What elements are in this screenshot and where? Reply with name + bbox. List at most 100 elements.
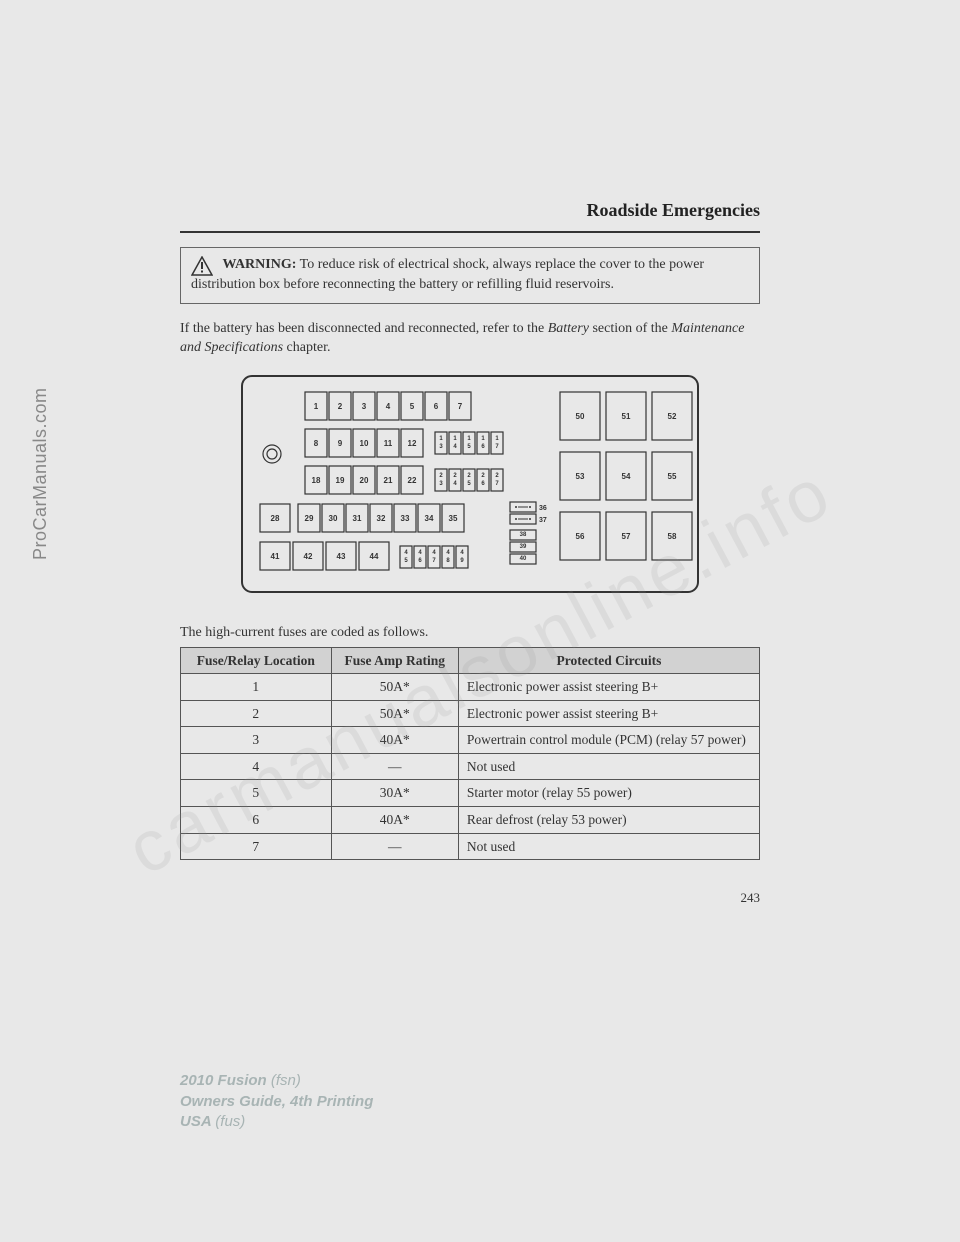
svg-text:6: 6: [481, 481, 485, 487]
svg-text:4: 4: [418, 550, 422, 556]
svg-text:58: 58: [668, 532, 677, 541]
svg-text:4: 4: [404, 550, 408, 556]
svg-text:5: 5: [467, 481, 471, 487]
svg-text:1: 1: [439, 436, 443, 442]
svg-text:8: 8: [314, 439, 319, 448]
warning-text: WARNING: To reduce risk of electrical sh…: [191, 257, 704, 292]
svg-text:41: 41: [271, 552, 280, 561]
footer-model: 2010 Fusion: [180, 1072, 271, 1089]
svg-text:12: 12: [408, 439, 417, 448]
svg-text:2: 2: [481, 473, 485, 479]
table-row: 640A*Rear defrost (relay 53 power): [181, 806, 760, 833]
svg-text:2: 2: [338, 402, 343, 411]
table-caption: The high-current fuses are coded as foll…: [180, 625, 760, 641]
svg-text:5: 5: [410, 402, 415, 411]
svg-text:29: 29: [305, 514, 314, 523]
svg-text:53: 53: [576, 472, 585, 481]
svg-text:39: 39: [520, 544, 527, 550]
svg-text:5: 5: [467, 444, 471, 450]
svg-text:4: 4: [432, 550, 436, 556]
svg-text:37: 37: [539, 517, 547, 524]
svg-text:11: 11: [384, 439, 393, 448]
svg-text:32: 32: [377, 514, 386, 523]
footer-code2: (fus): [215, 1113, 245, 1130]
svg-text:2: 2: [439, 473, 443, 479]
svg-text:2: 2: [467, 473, 471, 479]
svg-text:3: 3: [439, 481, 443, 487]
table-row: 340A*Powertrain control module (PCM) (re…: [181, 727, 760, 754]
svg-text:42: 42: [304, 552, 313, 561]
svg-text:6: 6: [418, 558, 422, 564]
fuse-diagram: 1234567 89101112 1314151617 1819202122 2…: [240, 374, 700, 599]
svg-text:56: 56: [576, 532, 585, 541]
svg-text:4: 4: [460, 550, 464, 556]
fuse-table: Fuse/Relay Location Fuse Amp Rating Prot…: [180, 647, 760, 860]
footer-guide: Owners Guide, 4th Printing: [180, 1092, 373, 1112]
table-row: 250A*Electronic power assist steering B+: [181, 700, 760, 727]
page-number: 243: [180, 890, 760, 906]
svg-text:22: 22: [408, 476, 417, 485]
svg-text:18: 18: [312, 476, 321, 485]
svg-text:1: 1: [453, 436, 457, 442]
svg-text:1: 1: [495, 436, 499, 442]
svg-text:28: 28: [271, 514, 280, 523]
svg-text:10: 10: [360, 439, 369, 448]
svg-text:1: 1: [467, 436, 471, 442]
svg-text:40: 40: [520, 556, 527, 562]
svg-text:7: 7: [432, 558, 436, 564]
side-label: ProCarManuals.com: [30, 387, 51, 560]
svg-text:7: 7: [495, 481, 499, 487]
footer-code1: (fsn): [271, 1072, 301, 1089]
chapter-title: Roadside Emergencies: [180, 200, 760, 221]
table-row: 150A*Electronic power assist steering B+: [181, 674, 760, 701]
svg-text:30: 30: [329, 514, 338, 523]
svg-text:1: 1: [314, 402, 319, 411]
svg-text:51: 51: [622, 412, 631, 421]
page-content: Roadside Emergencies WARNING: To reduce …: [180, 200, 760, 906]
th-rating: Fuse Amp Rating: [331, 647, 458, 674]
svg-text:2: 2: [495, 473, 499, 479]
table-row: 4—Not used: [181, 753, 760, 780]
svg-text:21: 21: [384, 476, 393, 485]
svg-text:9: 9: [338, 439, 343, 448]
svg-text:9: 9: [460, 558, 464, 564]
svg-text:7: 7: [458, 402, 463, 411]
svg-text:3: 3: [362, 402, 367, 411]
svg-text:8: 8: [446, 558, 450, 564]
svg-text:4: 4: [453, 444, 457, 450]
intro-paragraph: If the battery has been disconnected and…: [180, 320, 760, 358]
footer-region: USA: [180, 1113, 215, 1130]
footer: 2010 Fusion (fsn) Owners Guide, 4th Prin…: [180, 1071, 373, 1132]
svg-text:6: 6: [434, 402, 439, 411]
table-row: 7—Not used: [181, 833, 760, 860]
intro-t2: section of the: [589, 321, 671, 336]
svg-text:1: 1: [481, 436, 485, 442]
warning-label: WARNING:: [223, 257, 297, 272]
svg-text:38: 38: [520, 532, 527, 538]
svg-text:35: 35: [449, 514, 458, 523]
svg-text:5: 5: [404, 558, 408, 564]
svg-text:54: 54: [622, 472, 631, 481]
th-circuits: Protected Circuits: [458, 647, 759, 674]
svg-text:20: 20: [360, 476, 369, 485]
svg-text:57: 57: [622, 532, 631, 541]
th-location: Fuse/Relay Location: [181, 647, 332, 674]
divider: [180, 231, 760, 233]
svg-text:43: 43: [337, 552, 346, 561]
svg-text:4: 4: [453, 481, 457, 487]
svg-text:19: 19: [336, 476, 345, 485]
svg-text:33: 33: [401, 514, 410, 523]
svg-text:34: 34: [425, 514, 434, 523]
warning-icon: [191, 256, 213, 276]
intro-t1: If the battery has been disconnected and…: [180, 321, 548, 336]
svg-text:44: 44: [370, 552, 379, 561]
svg-text:4: 4: [446, 550, 450, 556]
svg-text:31: 31: [353, 514, 362, 523]
svg-text:6: 6: [481, 444, 485, 450]
intro-t3: chapter.: [283, 340, 330, 355]
svg-text:36: 36: [539, 505, 547, 512]
warning-box: WARNING: To reduce risk of electrical sh…: [180, 247, 760, 304]
svg-text:52: 52: [668, 412, 677, 421]
svg-text:50: 50: [576, 412, 585, 421]
svg-text:3: 3: [439, 444, 443, 450]
